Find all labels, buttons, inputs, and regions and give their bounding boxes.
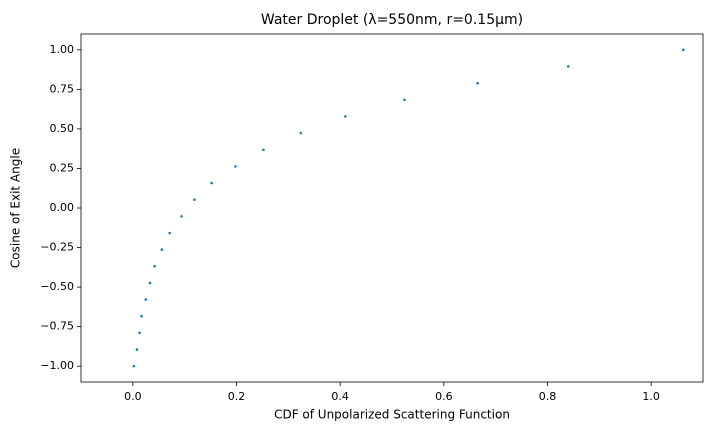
y-tick-label: 0.75 [50,82,75,95]
y-tick-label: 0.25 [50,161,75,174]
x-tick-label: 0.4 [331,390,349,403]
y-tick-label: 0.50 [50,122,75,135]
y-tick-label: −0.75 [40,320,74,333]
point [153,264,156,268]
point [403,98,406,102]
chart-title: Water Droplet (λ=550nm, r=0.15μm) [261,12,523,28]
point [566,65,570,68]
x-tick-label: 0.8 [539,390,557,403]
point [180,215,183,218]
point [148,281,152,285]
y-tick-label: 1.00 [50,43,75,56]
point [144,298,148,301]
point [193,198,196,201]
point [299,131,303,135]
x-axis-label: CDF of Unpolarized Scattering Function [274,408,510,422]
point [132,364,136,368]
y-tick-label: −0.25 [40,241,74,254]
point [140,314,143,318]
point [135,348,139,351]
point [234,165,237,168]
point [168,231,171,235]
point [160,248,164,251]
y-tick-label: −1.00 [40,359,74,372]
point [682,48,685,52]
point [476,81,479,85]
x-tick-label: 0.0 [124,390,142,403]
x-tick-label: 1.0 [642,390,660,403]
x-tick-label: 0.6 [435,390,453,403]
x-tick-label: 0.2 [228,390,246,403]
y-tick-label: 0.00 [50,201,75,214]
y-tick-label: −0.50 [40,280,74,293]
plot-frame [80,33,704,383]
y-axis-label: Cosine of Exit Angle [9,148,23,268]
point [344,115,347,118]
point [262,148,265,152]
point [138,331,141,335]
point [210,181,213,185]
